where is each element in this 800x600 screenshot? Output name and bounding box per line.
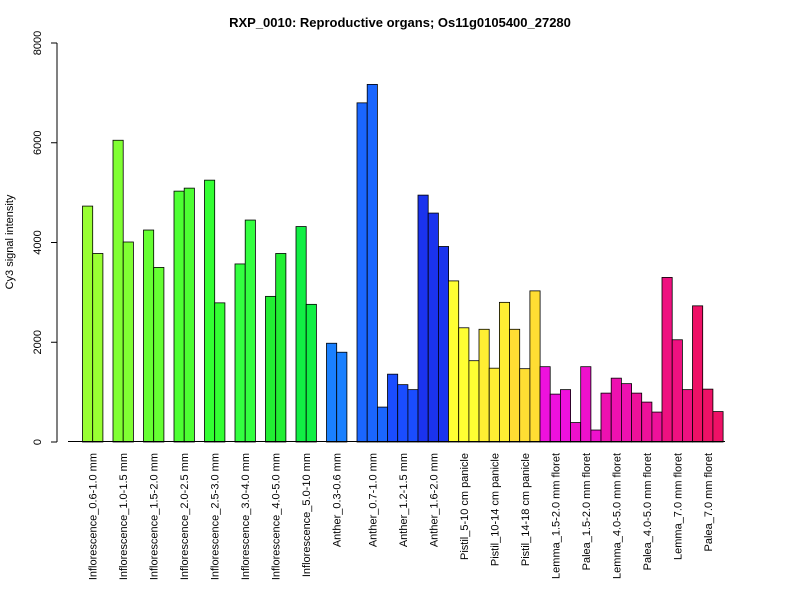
bar [509,328,521,443]
bar [539,366,551,443]
bar [244,219,256,443]
bar [600,392,612,443]
bar [631,392,643,443]
y-tick-label: 4000 [32,230,44,254]
bar [478,328,490,443]
bar [397,384,409,443]
x-tick-label: Pistil_5-10 cm panicle [459,453,471,560]
y-axis-label: Cy3 signal intensity [4,194,16,289]
bar [295,226,307,443]
bar [214,302,226,443]
bar [458,327,470,443]
bar [173,190,185,443]
x-tick-label: Inflorescence_0.6-1.0 mm [88,453,100,580]
bar [275,253,287,443]
x-tick-label: Pistil_14-18 cm panicle [520,453,532,566]
x-tick-label: Inflorescence_2.0-2.5 mm [179,453,191,580]
bar [570,422,582,443]
bar [183,187,195,443]
bar [549,393,561,443]
x-tick-label: Inflorescence_5.0-10 mm [301,453,313,577]
y-tick-label: 6000 [32,131,44,155]
x-tick-label: Inflorescence_3.0-4.0 mm [240,453,252,580]
bar [580,366,592,443]
x-tick-label: Palea_1.5-2.0 mm floret [581,453,593,570]
bar [702,388,714,443]
bar [305,303,317,443]
x-tick-label: Lemma_7.0 mm floret [672,453,684,560]
y-tick-label: 8000 [32,31,44,55]
x-tick-label: Lemma_1.5-2.0 mm floret [550,453,562,579]
bar [122,241,134,443]
bar [366,83,378,443]
bar [417,194,429,443]
bar [661,277,673,443]
x-tick-label: Palea_7.0 mm floret [703,453,715,551]
bar [407,389,419,443]
bar [682,389,694,443]
bar [641,401,653,443]
x-tick-label: Anther_0.7-1.0 mm [367,453,379,547]
bars [82,83,724,443]
bar [610,377,622,443]
bar [204,179,216,443]
bar [590,429,602,443]
bar [671,339,683,443]
chart-title: RXP_0010: Reproductive organs; Os11g0105… [229,15,571,30]
y-tick-label: 0 [32,439,44,445]
bar [560,389,572,443]
bar [437,246,449,443]
bar [336,351,348,443]
bar [488,367,500,443]
bar [651,411,663,443]
bar [692,305,704,443]
bar [326,342,338,443]
bar [356,102,368,443]
bar [712,411,724,443]
bar [621,383,633,443]
x-tick-label: Inflorescence_4.0-5.0 mm [271,453,283,580]
bar [498,301,510,443]
x-tick-label: Pistil_10-14 cm panicle [489,453,501,566]
bar [112,139,124,443]
bar [153,267,165,443]
bar [427,212,439,443]
bar [92,253,104,443]
bar [234,263,246,443]
bar [519,368,531,443]
bar [448,280,460,443]
x-tick-label: Anther_1.2-1.5 mm [398,453,410,547]
x-tick-label: Anther_0.3-0.6 mm [332,453,344,547]
bar [529,290,541,443]
x-tick-label: Anther_1.6-2.0 mm [428,453,440,547]
y-tick-label: 2000 [32,330,44,354]
bar [143,229,155,443]
x-tick-label: Lemma_4.0-5.0 mm floret [611,453,623,579]
bar [387,373,399,443]
bar [376,406,388,443]
x-tick-label: Palea_4.0-5.0 mm floret [642,453,654,570]
x-tick-label: Inflorescence_1.5-2.0 mm [149,453,161,580]
bar [265,295,277,443]
y-axis: 0 2000 4000 6000 8000 [32,31,58,445]
x-tick-label: Inflorescence_1.0-1.5 mm [118,453,130,580]
bar [468,360,480,443]
x-tick-label: Inflorescence_2.5-3.0 mm [210,453,222,580]
bar [82,205,94,443]
x-axis: Inflorescence_0.6-1.0 mm Inflorescence_1.… [68,441,725,580]
